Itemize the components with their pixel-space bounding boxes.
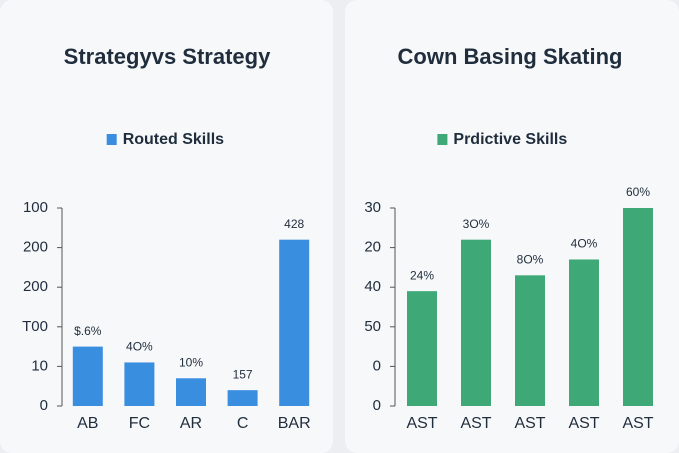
y-tick-label: T00 bbox=[22, 318, 48, 335]
y-tick-label: 30 bbox=[364, 199, 381, 216]
legend-swatch bbox=[106, 134, 117, 145]
data-label: 3O% bbox=[463, 217, 490, 231]
data-label: 10% bbox=[179, 355, 203, 369]
bar bbox=[279, 239, 310, 406]
x-tick-label: AST bbox=[622, 415, 653, 432]
x-tick-label: AST bbox=[460, 415, 491, 432]
x-tick-label: AR bbox=[180, 415, 202, 432]
bar bbox=[72, 346, 103, 406]
chart-title: Cown Basing Skating bbox=[398, 44, 623, 69]
bar bbox=[461, 239, 491, 406]
card bbox=[0, 0, 333, 453]
y-tick-label: 0 bbox=[373, 397, 381, 414]
x-tick-label: AST bbox=[514, 415, 545, 432]
y-tick-label: 200 bbox=[23, 278, 48, 295]
bar bbox=[569, 259, 599, 406]
legend-label: Routed Skills bbox=[123, 131, 224, 148]
y-tick-label: 50 bbox=[364, 318, 381, 335]
y-tick-label: 100 bbox=[23, 199, 48, 216]
x-tick-label: C bbox=[237, 415, 249, 432]
x-tick-label: BAR bbox=[278, 415, 311, 432]
y-tick-label: 40 bbox=[364, 278, 381, 295]
bar bbox=[515, 275, 545, 406]
data-label: 24% bbox=[410, 268, 434, 282]
legend-label: Prdictive Skills bbox=[453, 131, 567, 148]
data-label: 8O% bbox=[517, 252, 544, 266]
y-tick-label: 10 bbox=[31, 357, 48, 374]
data-label: 60% bbox=[626, 185, 650, 199]
bar bbox=[124, 362, 155, 406]
x-tick-label: AST bbox=[406, 415, 437, 432]
y-tick-label: 0 bbox=[40, 397, 48, 414]
y-tick-label: 0 bbox=[373, 357, 381, 374]
bar bbox=[227, 390, 258, 406]
x-tick-label: AB bbox=[77, 415, 98, 432]
x-tick-label: AST bbox=[568, 415, 599, 432]
data-label: 4O% bbox=[571, 237, 598, 251]
data-label: 157 bbox=[233, 367, 253, 381]
bar bbox=[623, 208, 653, 406]
y-tick-label: 200 bbox=[23, 239, 48, 256]
data-label: $.6% bbox=[74, 324, 102, 338]
bar bbox=[407, 291, 437, 406]
bar bbox=[176, 378, 206, 406]
x-tick-label: FC bbox=[129, 415, 150, 432]
chart-title: Strategyvs Strategy bbox=[64, 44, 271, 69]
data-label: 4O% bbox=[126, 340, 153, 354]
y-tick-label: 20 bbox=[364, 239, 381, 256]
data-label: 428 bbox=[284, 217, 304, 231]
legend-swatch bbox=[437, 134, 448, 145]
